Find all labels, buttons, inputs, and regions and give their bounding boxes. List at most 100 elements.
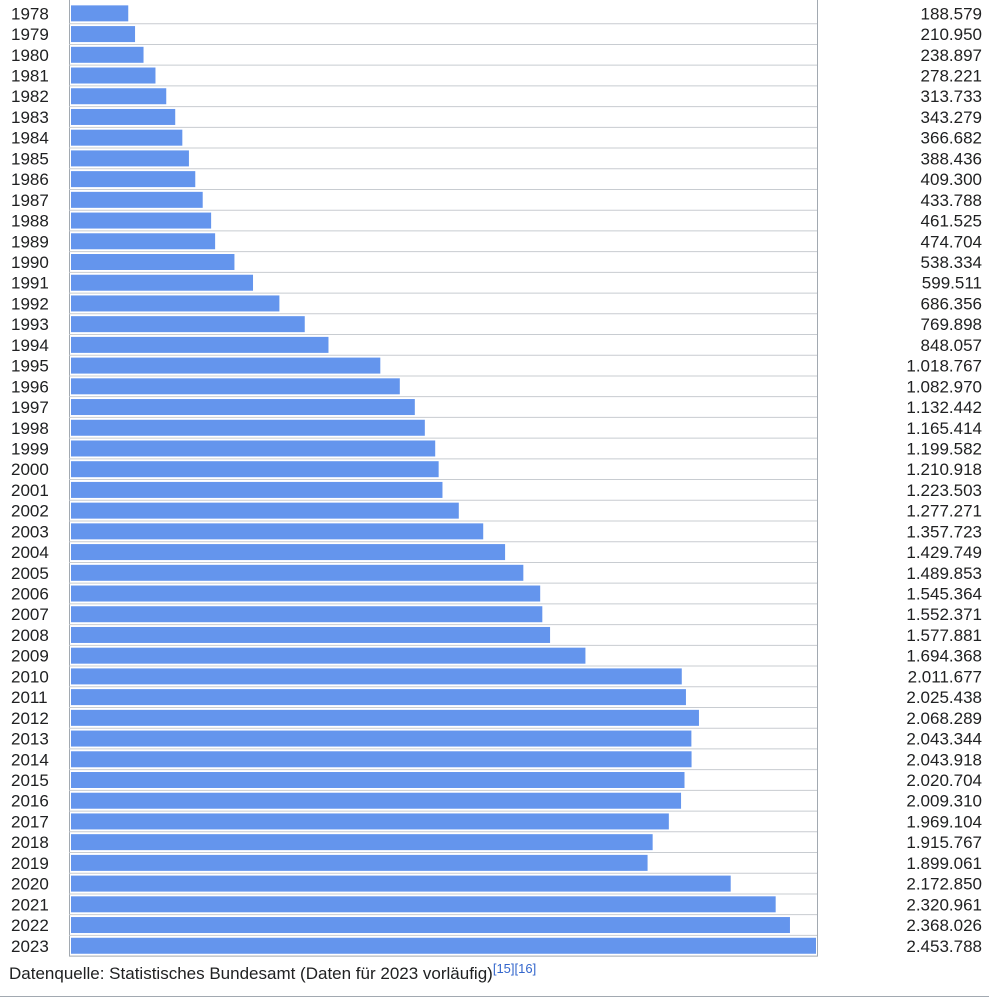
value-label-1994: 848.057 <box>921 336 982 355</box>
plot-frame <box>69 0 818 957</box>
bar-2014 <box>71 751 692 768</box>
bar-2003 <box>71 523 484 540</box>
year-label-1999: 1999 <box>11 439 49 458</box>
year-label-1982: 1982 <box>11 87 49 106</box>
bar-1997 <box>71 399 415 416</box>
year-label-2005: 2005 <box>11 564 49 583</box>
year-label-1983: 1983 <box>11 108 49 127</box>
year-label-2021: 2021 <box>11 895 49 914</box>
bar-1991 <box>71 274 254 291</box>
year-label-2001: 2001 <box>11 481 49 500</box>
year-label-1981: 1981 <box>11 67 49 86</box>
value-label-1978: 188.579 <box>921 4 982 23</box>
year-label-2000: 2000 <box>11 460 49 479</box>
value-label-2004: 1.429.749 <box>906 543 982 562</box>
value-label-2017: 1.969.104 <box>906 812 982 831</box>
reference-link-16[interactable]: [16] <box>514 961 537 976</box>
value-label-2006: 1.545.364 <box>906 585 982 604</box>
year-label-1978: 1978 <box>11 4 49 23</box>
bar-2005 <box>71 564 524 581</box>
bar-1983 <box>71 108 176 125</box>
bar-1984 <box>71 129 183 146</box>
bar-1996 <box>71 378 400 395</box>
bar-1998 <box>71 419 425 436</box>
chart-footer: Datenquelle: Statistisches Bundesamt (Da… <box>9 962 536 986</box>
value-label-2005: 1.489.853 <box>906 564 982 583</box>
bar-1995 <box>71 357 381 374</box>
value-label-2010: 2.011.677 <box>908 667 982 686</box>
bar-1992 <box>71 295 280 312</box>
bar-2007 <box>71 606 543 623</box>
value-label-1996: 1.082.970 <box>906 377 982 396</box>
bar-2008 <box>71 626 551 643</box>
bar-2004 <box>71 544 506 561</box>
bar-1985 <box>71 150 189 167</box>
year-label-2006: 2006 <box>11 585 49 604</box>
year-label-2022: 2022 <box>11 916 49 935</box>
year-label-2007: 2007 <box>11 605 49 624</box>
value-label-1979: 210.950 <box>921 25 982 44</box>
bar-2021 <box>71 896 776 913</box>
year-label-2023: 2023 <box>11 937 49 956</box>
bar-2002 <box>71 502 459 519</box>
value-label-1997: 1.132.442 <box>906 398 982 417</box>
year-label-2013: 2013 <box>11 730 49 749</box>
value-label-2022: 2.368.026 <box>906 916 982 935</box>
year-label-2019: 2019 <box>11 854 49 873</box>
bar-1978 <box>71 5 129 22</box>
value-label-1984: 366.682 <box>921 129 982 148</box>
table-bottom-border <box>0 996 989 997</box>
value-label-1980: 238.897 <box>921 46 982 65</box>
year-label-1979: 1979 <box>11 25 49 44</box>
year-label-1984: 1984 <box>11 129 49 148</box>
value-label-1992: 686.356 <box>921 294 982 313</box>
bar-1979 <box>71 26 136 43</box>
year-label-2017: 2017 <box>11 812 49 831</box>
bar-1993 <box>71 316 305 333</box>
bar-1999 <box>71 440 436 457</box>
value-label-1998: 1.165.414 <box>906 419 982 438</box>
bar-1980 <box>71 46 144 63</box>
year-label-1992: 1992 <box>11 294 49 313</box>
value-label-2008: 1.577.881 <box>906 626 982 645</box>
value-label-2003: 1.357.723 <box>906 522 982 541</box>
bar-chart: 1978 188.579 1979 210.950 1980 238.897 1981 278… <box>11 0 982 957</box>
bar-2010 <box>71 668 682 685</box>
year-label-1990: 1990 <box>11 253 49 272</box>
value-label-1990: 538.334 <box>921 253 982 272</box>
bar-2006 <box>71 585 541 602</box>
bar-2023 <box>71 937 816 954</box>
year-label-2014: 2014 <box>11 750 49 769</box>
bar-1988 <box>71 212 212 229</box>
value-label-2007: 1.552.371 <box>906 605 982 624</box>
year-label-1985: 1985 <box>11 149 49 168</box>
value-label-2020: 2.172.850 <box>906 875 982 894</box>
year-label-2002: 2002 <box>11 502 49 521</box>
bar-1986 <box>71 171 196 188</box>
value-label-2013: 2.043.344 <box>906 730 982 749</box>
year-label-2003: 2003 <box>11 522 49 541</box>
bar-1981 <box>71 67 156 84</box>
value-label-1999: 1.199.582 <box>906 439 982 458</box>
bar-2018 <box>71 834 653 851</box>
year-label-1986: 1986 <box>11 170 49 189</box>
bar-2022 <box>71 917 790 934</box>
bar-2016 <box>71 792 682 809</box>
value-label-2015: 2.020.704 <box>906 771 982 790</box>
value-label-1986: 409.300 <box>921 170 982 189</box>
bar-2017 <box>71 813 669 830</box>
reference-link-15[interactable]: [15] <box>492 961 515 976</box>
year-label-2010: 2010 <box>11 667 49 686</box>
year-label-2004: 2004 <box>11 543 49 562</box>
year-label-2012: 2012 <box>11 709 49 728</box>
bar-1987 <box>71 191 203 208</box>
value-label-2011: 2.025.438 <box>906 688 982 707</box>
bar-2011 <box>71 689 686 706</box>
value-label-1995: 1.018.767 <box>906 357 982 376</box>
value-label-1983: 343.279 <box>921 108 982 127</box>
value-label-1987: 433.788 <box>921 191 982 210</box>
year-label-1988: 1988 <box>11 212 49 231</box>
year-label-1991: 1991 <box>11 274 49 293</box>
year-label-1980: 1980 <box>11 46 49 65</box>
value-label-1988: 461.525 <box>921 212 982 231</box>
